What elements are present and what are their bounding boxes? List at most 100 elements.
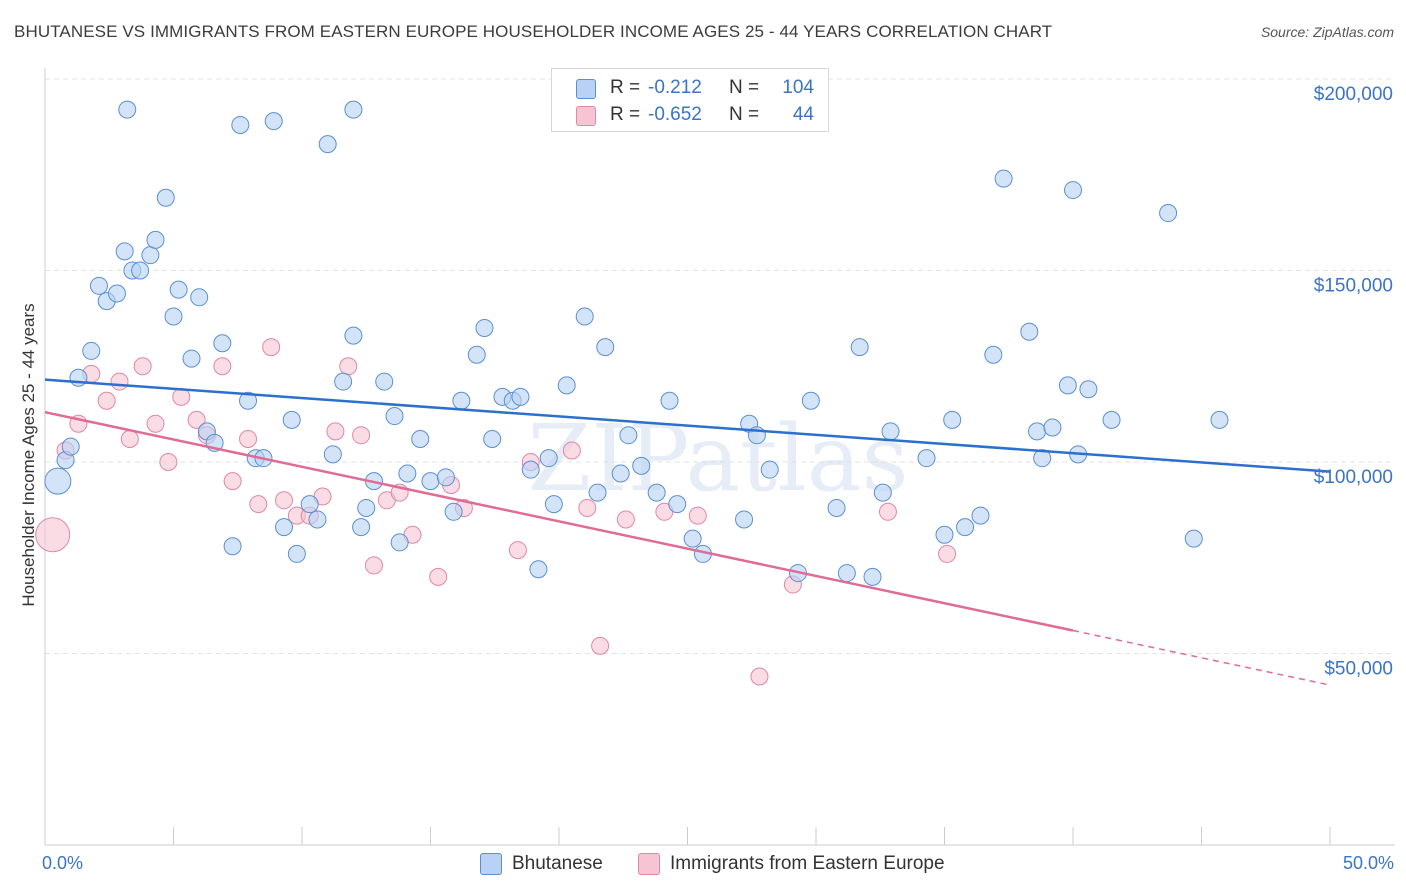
point-bhutanese <box>588 483 607 502</box>
x-tick-label-min: 0.0% <box>42 853 83 873</box>
point-immigrants <box>326 422 345 441</box>
point-bhutanese <box>837 564 856 583</box>
point-bhutanese <box>994 169 1013 188</box>
point-bhutanese <box>827 498 846 517</box>
point-bhutanese <box>611 464 630 483</box>
point-bhutanese <box>190 288 209 307</box>
point-immigrants <box>562 441 581 460</box>
point-bhutanese <box>956 518 975 537</box>
point-immigrants <box>133 357 152 376</box>
point-bhutanese <box>444 502 463 521</box>
point-bhutanese <box>475 318 494 337</box>
point-immigrants <box>578 498 597 517</box>
source-credit: Source: ZipAtlas.com <box>1260 24 1394 40</box>
point-bhutanese <box>971 506 990 525</box>
point-bhutanese <box>164 307 183 326</box>
point-immigrants <box>429 567 448 586</box>
series-bhutanese <box>44 100 1229 586</box>
point-bhutanese <box>300 495 319 514</box>
series-legend-label: Immigrants from Eastern Europe <box>670 853 945 874</box>
point-bhutanese <box>984 345 1003 364</box>
point-bhutanese <box>375 372 394 391</box>
point-bhutanese <box>169 280 188 299</box>
series-legend-label: Bhutanese <box>512 853 603 874</box>
trend-line-immigrants-extension <box>1072 629 1331 686</box>
point-bhutanese <box>344 100 363 119</box>
trend-lines <box>44 378 1331 686</box>
point-bhutanese <box>760 460 779 479</box>
point-bhutanese <box>467 345 486 364</box>
point-bhutanese <box>115 242 134 261</box>
point-bhutanese <box>917 449 936 468</box>
point-bhutanese <box>1210 410 1229 429</box>
point-bhutanese <box>344 326 363 345</box>
point-bhutanese <box>264 112 283 131</box>
point-bhutanese <box>660 391 679 410</box>
point-immigrants <box>508 541 527 560</box>
point-bhutanese <box>390 533 409 552</box>
point-bhutanese <box>1043 418 1062 437</box>
point-bhutanese <box>1102 410 1121 429</box>
point-bhutanese <box>1184 529 1203 548</box>
point-immigrants <box>239 430 258 449</box>
axes <box>44 68 1395 846</box>
point-bhutanese <box>213 334 232 353</box>
point-bhutanese <box>943 410 962 429</box>
point-bhutanese <box>357 498 376 517</box>
point-bhutanese <box>557 376 576 395</box>
point-bhutanese <box>521 460 540 479</box>
point-immigrants <box>187 410 206 429</box>
tick-labels: $50,000 $100,000 $150,000 $200,000 0.0% 50.0% <box>42 84 1394 873</box>
point-immigrants <box>213 357 232 376</box>
point-immigrants <box>262 338 281 357</box>
legend-r-label: R = <box>610 77 641 98</box>
point-immigrants <box>339 357 358 376</box>
y-tick-label: $150,000 <box>1314 276 1393 297</box>
point-bhutanese <box>398 464 417 483</box>
point-immigrants <box>364 556 383 575</box>
point-bhutanese <box>452 391 471 410</box>
legend-r-value: -0.652 <box>648 104 702 125</box>
point-immigrants <box>275 491 294 510</box>
point-bhutanese <box>511 387 530 406</box>
point-bhutanese <box>863 567 882 586</box>
point-bhutanese <box>239 391 258 410</box>
point-bhutanese <box>141 246 160 265</box>
point-bhutanese <box>529 560 548 579</box>
legend-swatch-blue <box>576 79 596 99</box>
grid-lines <box>45 78 1395 654</box>
point-bhutanese <box>352 518 371 537</box>
legend-n-value: 44 <box>792 104 814 125</box>
point-bhutanese <box>323 445 342 464</box>
point-bhutanese <box>935 525 954 544</box>
point-immigrants <box>97 391 116 410</box>
point-immigrants <box>616 510 635 529</box>
point-immigrants <box>352 426 371 445</box>
y-tick-label: $100,000 <box>1314 467 1393 488</box>
trend-line-immigrants <box>44 410 1074 632</box>
point-bhutanese <box>1033 449 1052 468</box>
point-bhutanese <box>873 483 892 502</box>
y-axis-label: Householder Income Ages 25 - 44 years <box>19 303 38 606</box>
point-immigrants <box>223 472 242 491</box>
point-bhutanese <box>575 307 594 326</box>
point-bhutanese <box>647 483 666 502</box>
legend-swatch-pink <box>576 106 596 126</box>
y-tick-label: $200,000 <box>1314 84 1393 105</box>
point-bhutanese <box>735 510 754 529</box>
point-bhutanese <box>1064 181 1082 200</box>
point-bhutanese <box>318 135 337 154</box>
point-immigrants <box>591 636 610 655</box>
point-immigrants <box>750 667 769 686</box>
point-bhutanese <box>1079 380 1098 399</box>
point-bhutanese <box>118 100 137 119</box>
point-immigrants <box>249 495 268 514</box>
legend-n-label: N = <box>729 77 760 98</box>
point-bhutanese <box>89 276 108 295</box>
series-legend-swatch-blue <box>480 853 502 875</box>
series-legend-swatch-pink <box>638 853 660 875</box>
point-bhutanese <box>632 456 651 475</box>
point-bhutanese <box>287 544 306 563</box>
point-bhutanese <box>1020 322 1039 341</box>
